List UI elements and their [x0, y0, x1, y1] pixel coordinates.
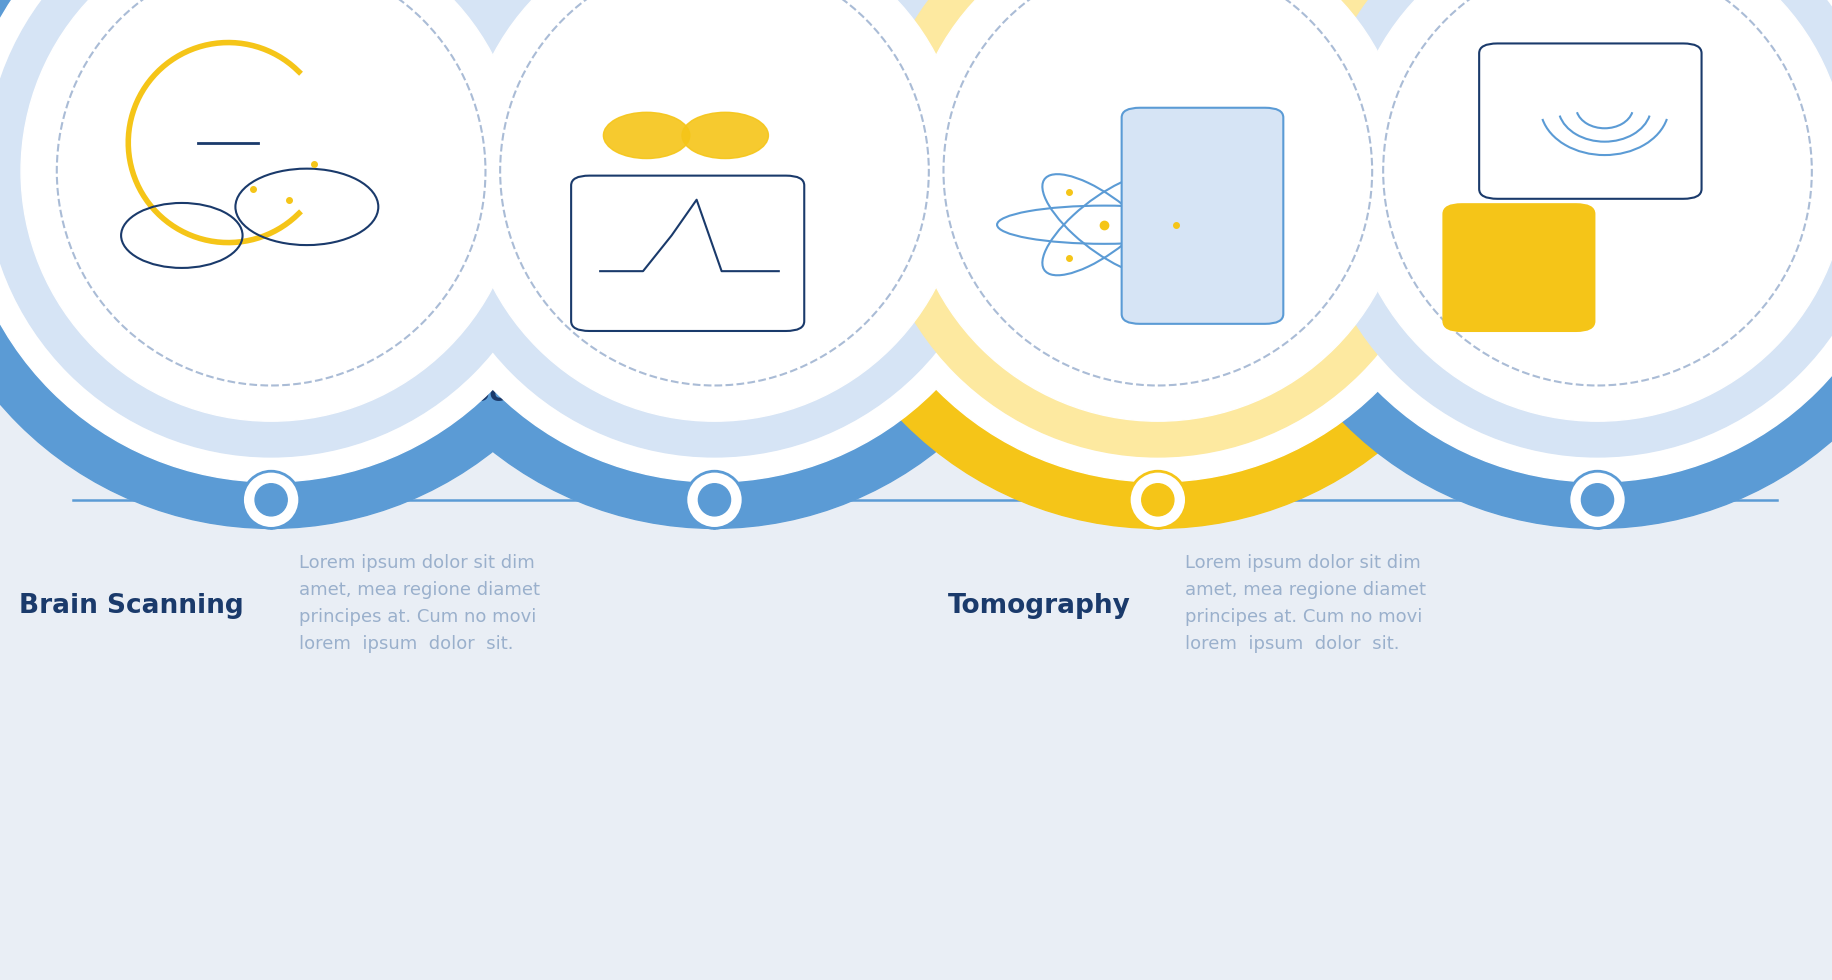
Ellipse shape [1581, 484, 1614, 515]
Text: Lorem ipsum dolor sit dim
amet, mea regione diamet
principes at. Cum no movi
lor: Lorem ipsum dolor sit dim amet, mea regi… [1625, 273, 1832, 372]
Ellipse shape [403, 0, 1026, 482]
Ellipse shape [1129, 471, 1187, 528]
Circle shape [603, 113, 691, 159]
Ellipse shape [429, 0, 1000, 457]
FancyBboxPatch shape [1444, 204, 1594, 331]
Text: Ultrasound: Ultrasound [1405, 380, 1570, 407]
Text: Lorem ipsum dolor sit dim
amet, mea regione diamet
principes at. Cum no movi
lor: Lorem ipsum dolor sit dim amet, mea regi… [1185, 554, 1427, 653]
Ellipse shape [242, 471, 300, 528]
Ellipse shape [801, 0, 1515, 528]
Ellipse shape [685, 471, 744, 528]
Text: Brain Scanning: Brain Scanning [18, 593, 244, 619]
FancyBboxPatch shape [572, 175, 804, 331]
Ellipse shape [909, 0, 1407, 421]
Ellipse shape [0, 0, 628, 528]
Ellipse shape [255, 484, 288, 515]
Text: Lorem ipsum dolor sit dim
amet, mea regione diamet
principes at. Cum no movi
lor: Lorem ipsum dolor sit dim amet, mea regi… [742, 273, 984, 372]
Ellipse shape [1240, 0, 1832, 528]
Ellipse shape [0, 0, 557, 457]
Text: Tomography: Tomography [947, 593, 1130, 619]
Ellipse shape [465, 0, 964, 421]
Ellipse shape [1568, 471, 1627, 528]
Ellipse shape [698, 484, 731, 515]
Ellipse shape [1141, 484, 1174, 515]
Text: Echocardiography: Echocardiography [420, 380, 687, 407]
Ellipse shape [1347, 0, 1832, 421]
Ellipse shape [872, 0, 1444, 457]
FancyBboxPatch shape [1121, 108, 1282, 323]
FancyBboxPatch shape [1478, 43, 1702, 199]
Ellipse shape [22, 0, 520, 421]
Ellipse shape [1286, 0, 1832, 482]
Ellipse shape [0, 0, 583, 482]
Ellipse shape [357, 0, 1072, 528]
Ellipse shape [846, 0, 1469, 482]
Circle shape [682, 113, 768, 159]
Text: Lorem ipsum dolor sit dim
amet, mea regione diamet
principes at. Cum no movi
lor: Lorem ipsum dolor sit dim amet, mea regi… [299, 554, 540, 653]
Ellipse shape [1312, 0, 1832, 457]
